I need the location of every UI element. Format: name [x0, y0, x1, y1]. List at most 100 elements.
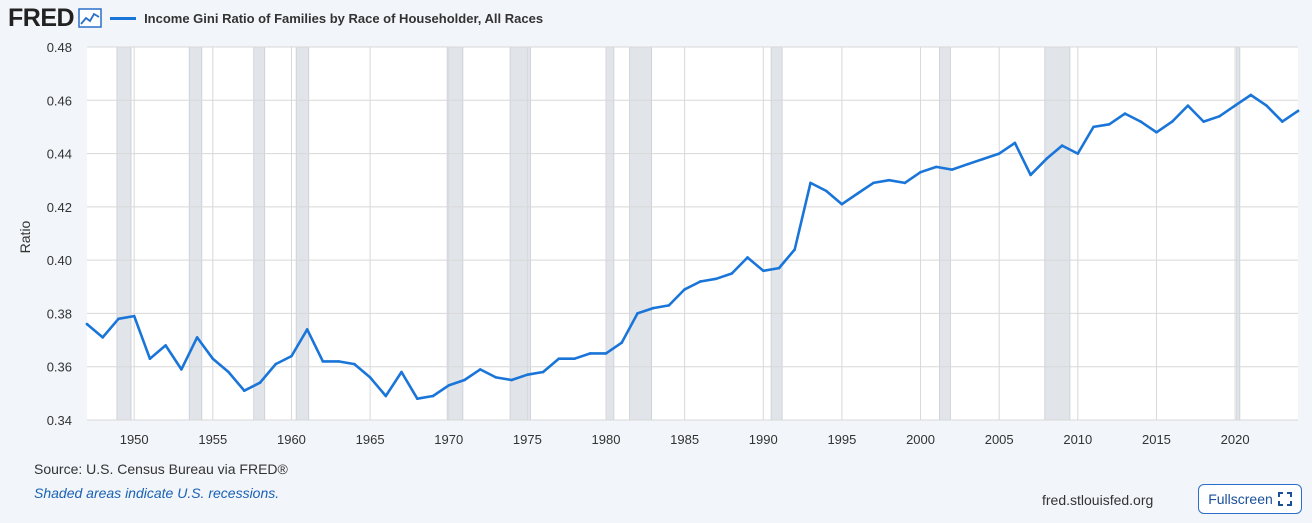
data-point [1045, 157, 1048, 161]
data-point [856, 192, 859, 195]
data-point [1280, 120, 1284, 123]
recession-shading [116, 46, 1241, 421]
recession-band [629, 46, 653, 421]
fred-logo[interactable]: FRED [8, 3, 75, 32]
fullscreen-button[interactable]: Fullscreen [1198, 484, 1302, 514]
data-point [1107, 122, 1111, 126]
data-point [730, 272, 734, 275]
data-point [573, 357, 576, 361]
data-point [840, 202, 844, 206]
fullscreen-label: Fullscreen [1208, 491, 1273, 507]
data-point [478, 368, 482, 371]
x-tick-label: 1985 [670, 432, 699, 447]
data-point [887, 178, 891, 182]
data-point [1076, 152, 1080, 155]
y-tick-label: 0.40 [47, 253, 72, 268]
series-line [85, 93, 1300, 401]
y-tick-label: 0.38 [47, 306, 72, 321]
data-point [1155, 130, 1158, 134]
data-point [290, 354, 293, 358]
y-axis-label: Ratio [17, 220, 33, 253]
recession-band [295, 46, 310, 421]
x-tick-label: 1995 [827, 432, 856, 447]
x-tick-label: 2000 [906, 432, 935, 447]
data-point [463, 378, 466, 382]
recession-band [939, 46, 951, 421]
y-tick-label: 0.36 [47, 360, 72, 375]
recession-note: Shaded areas indicate U.S. recessions. [34, 485, 280, 501]
x-tick-label: 2010 [1063, 432, 1092, 447]
data-point [148, 357, 152, 361]
data-point [274, 362, 278, 366]
data-point [1060, 144, 1064, 147]
data-point [384, 394, 388, 398]
recession-band [1044, 46, 1071, 421]
series-layer [85, 93, 1300, 401]
data-point [1170, 120, 1174, 123]
data-point [1249, 93, 1253, 97]
data-point [636, 312, 639, 315]
x-tick-label: 1965 [356, 432, 385, 447]
source-note: Source: U.S. Census Bureau via FRED® [34, 461, 288, 477]
data-point [1202, 120, 1205, 123]
data-point [872, 181, 875, 185]
data-point [510, 378, 513, 382]
site-url[interactable]: fred.stlouisfed.org [1042, 492, 1154, 508]
data-point [242, 389, 246, 392]
x-tick-label: 2015 [1142, 432, 1171, 447]
data-point [1233, 104, 1237, 107]
data-point [132, 314, 136, 318]
data-point [1218, 114, 1221, 118]
data-point [604, 352, 608, 355]
y-tick-label: 0.42 [47, 200, 72, 215]
recession-band [605, 46, 615, 421]
data-point [809, 181, 812, 185]
data-point [117, 317, 120, 321]
data-point [714, 277, 718, 281]
data-point [588, 352, 592, 355]
x-tick-label: 1975 [513, 432, 542, 447]
chart-header: FRED Income Gini Ratio of Families by Ra… [8, 4, 543, 32]
data-point [557, 357, 561, 361]
data-point [667, 304, 671, 307]
data-point [919, 170, 922, 174]
x-tick-label: 1960 [277, 432, 306, 447]
data-point [195, 336, 199, 339]
recession-band [770, 46, 783, 421]
data-point [651, 306, 655, 310]
y-tick-label: 0.44 [47, 147, 72, 162]
data-point [982, 157, 985, 161]
x-tick-label: 2020 [1221, 432, 1250, 447]
x-tick-label: 1950 [120, 432, 149, 447]
recession-band [253, 46, 266, 421]
data-point [211, 357, 215, 361]
legend-series-label: Income Gini Ratio of Families by Race of… [144, 10, 544, 26]
y-tick-label: 0.48 [47, 40, 72, 55]
x-tick-label: 1980 [592, 432, 621, 447]
data-point [85, 322, 89, 326]
data-point [746, 256, 749, 259]
data-point [1092, 125, 1095, 129]
data-point [761, 269, 765, 273]
data-point [101, 336, 105, 339]
x-axis-ticks: 1950 1955 1960 1965 1970 1975 1980 1985 1990 1995… [120, 432, 1250, 447]
data-point [494, 376, 498, 379]
data-point [447, 384, 451, 387]
data-point [950, 168, 954, 171]
data-point [934, 165, 938, 169]
data-point [180, 368, 183, 371]
legend-line-swatch [110, 16, 137, 20]
data-point [164, 344, 167, 347]
data-point [683, 288, 686, 291]
data-point [353, 362, 356, 366]
data-point [966, 162, 970, 166]
expand-icon [1277, 492, 1292, 506]
recession-band [116, 46, 132, 421]
x-tick-label: 1970 [434, 432, 463, 447]
data-point [777, 266, 781, 270]
data-point [824, 189, 828, 193]
x-tick-label: 1955 [198, 432, 227, 447]
x-tick-label: 1990 [749, 432, 778, 447]
data-point [1186, 104, 1190, 107]
